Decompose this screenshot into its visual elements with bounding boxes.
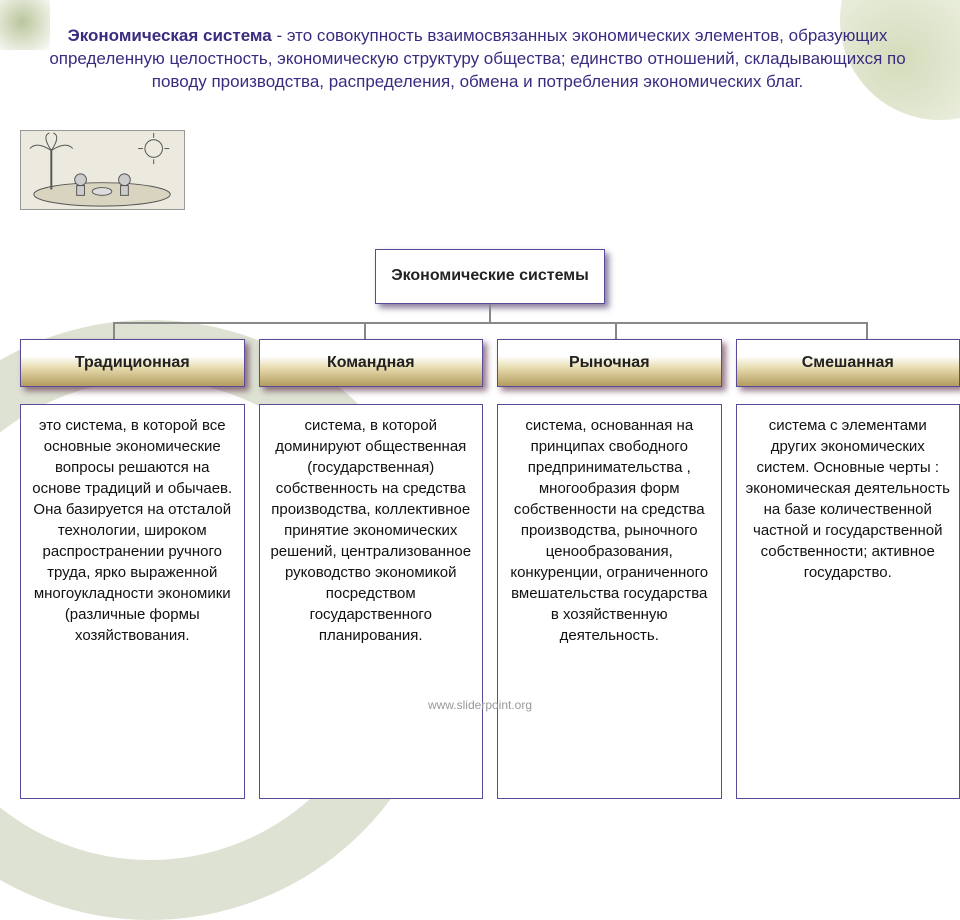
category-market: Рыночная (497, 339, 722, 387)
page-title: Экономическая система - это совокупность… (0, 0, 960, 104)
category-command: Командная (259, 339, 484, 387)
category-mixed: Смешанная (736, 339, 960, 387)
root-node: Экономические системы (375, 249, 605, 304)
connector-line (364, 322, 366, 339)
connector-line (615, 322, 617, 339)
illustration-island (20, 130, 185, 210)
category-traditional: Традиционная (20, 339, 245, 387)
connector-line (113, 322, 115, 339)
connector-line (866, 322, 868, 339)
description-row: это система, в которой все основные экон… (20, 404, 960, 799)
description-traditional: это система, в которой все основные экон… (20, 404, 245, 799)
hierarchy-diagram: Экономические системы Традиционная Коман… (20, 249, 940, 809)
connector-line (113, 322, 866, 324)
category-row: Традиционная Командная Рыночная Смешанна… (20, 339, 960, 387)
description-command: система, в которой доминируют общественн… (259, 404, 484, 799)
connector-line (489, 304, 491, 322)
footer-credit: www.sliderpoint.org (0, 698, 960, 712)
title-term: Экономическая система (68, 26, 272, 45)
description-mixed: система с элементами других экономически… (736, 404, 960, 799)
description-market: система, основанная на принципах свободн… (497, 404, 722, 799)
